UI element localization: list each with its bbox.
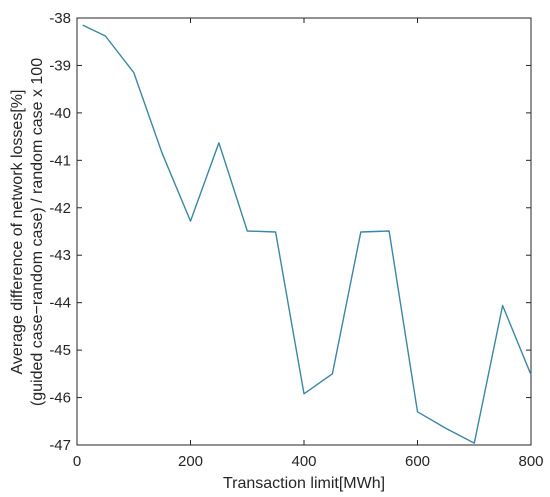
y-tick-label: -44 (49, 295, 71, 312)
axis-tick-labels: 0 200 400 600 800 -38 -39 -40 -41 -42 -43 -44 -45 -46… (49, 10, 543, 470)
x-tick-label: 600 (405, 453, 430, 470)
y-tick-label: -39 (49, 57, 71, 74)
y-axis-label-line2: (guided case−random case) / random case … (29, 58, 46, 406)
y-tick-label: -41 (49, 152, 71, 169)
x-tick-label: 400 (291, 453, 316, 470)
y-tick-label: -46 (49, 390, 71, 407)
y-tick-label: -40 (49, 105, 71, 122)
plot-frame (76, 17, 532, 446)
y-axis-label-line1: Average difference of network losses[%] (9, 90, 26, 375)
y-tick-label: -47 (49, 437, 71, 454)
x-tick-label: 200 (178, 453, 203, 470)
x-tick-label: 0 (73, 453, 81, 470)
series-group (82, 24, 532, 444)
axis-ticks (76, 17, 532, 446)
y-tick-label: -45 (49, 342, 71, 359)
y-tick-label: -43 (49, 247, 71, 264)
y-tick-label: -42 (49, 200, 71, 217)
y-tick-label: -38 (49, 10, 71, 27)
series-line-0 (82, 24, 532, 444)
x-axis-label: Transaction limit[MWh] (223, 475, 385, 492)
x-tick-label: 800 (518, 453, 543, 470)
